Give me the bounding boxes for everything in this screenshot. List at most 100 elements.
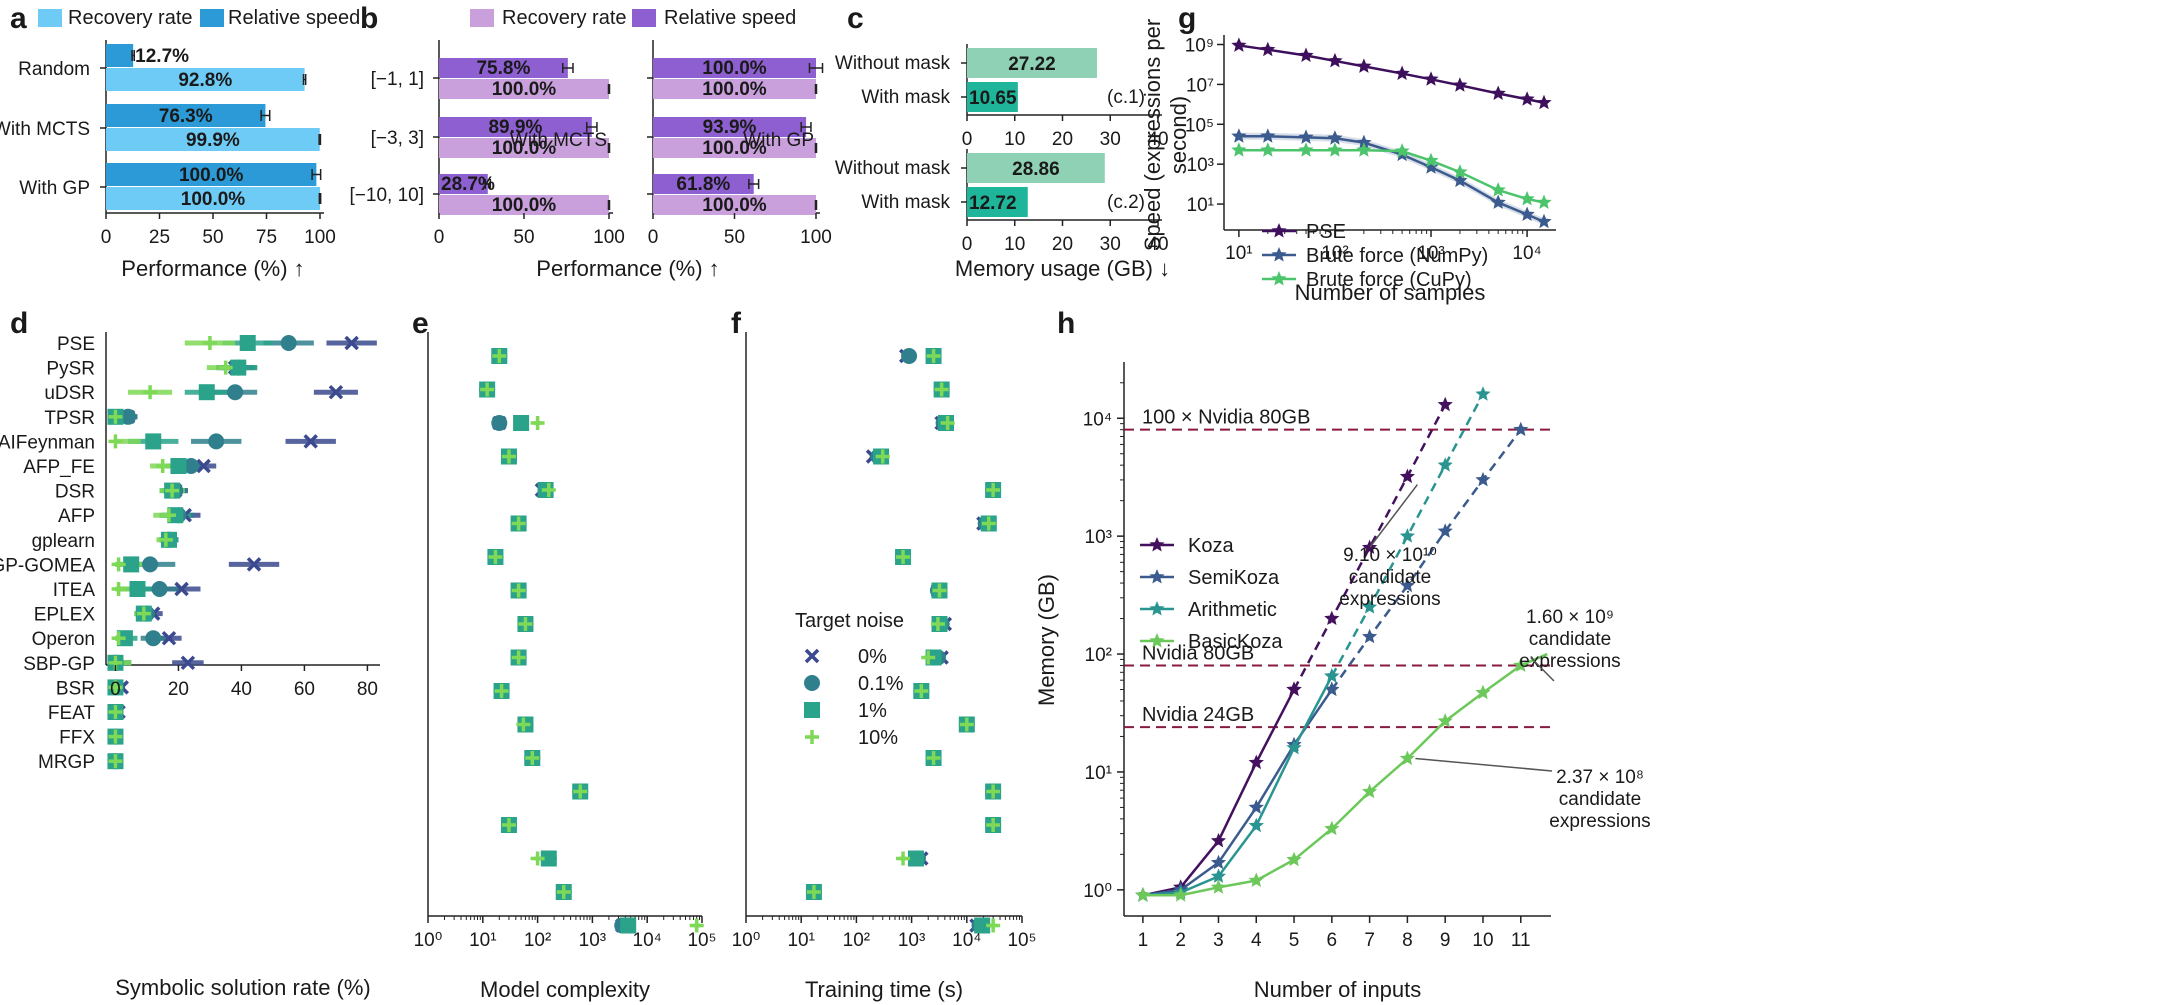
d-method-label: SBP-GP bbox=[23, 654, 95, 675]
g-point-marker bbox=[1519, 206, 1535, 221]
a-recovery-data-label: 92.8% bbox=[178, 70, 232, 91]
a-speed-data-label: 12.7% bbox=[135, 46, 189, 67]
h-xtick-label: 7 bbox=[1364, 930, 1375, 951]
d-xtick-label: 20 bbox=[168, 679, 189, 700]
c-xtick-label: 20 bbox=[1052, 234, 1073, 255]
d-point-marker-b bbox=[246, 557, 262, 572]
d-point-marker bbox=[155, 459, 170, 473]
h-point-marker bbox=[1399, 577, 1415, 593]
e-point-marker bbox=[525, 751, 540, 765]
g-point-marker bbox=[1423, 71, 1439, 86]
d-point-marker bbox=[145, 630, 162, 647]
f-xtick-label: 10³ bbox=[898, 930, 925, 951]
g-point-marker bbox=[1356, 134, 1372, 150]
b-bar-speed bbox=[653, 174, 754, 194]
d-point-marker bbox=[198, 384, 215, 401]
a-recovery-data-label: 100.0% bbox=[181, 189, 246, 210]
g-point-marker bbox=[1231, 128, 1247, 143]
g-legend-marker bbox=[1271, 271, 1287, 286]
h-point-marker bbox=[1324, 820, 1340, 836]
g-point-marker bbox=[1490, 194, 1506, 209]
d-point-marker bbox=[165, 483, 180, 498]
f-xtick-label: 10⁰ bbox=[732, 930, 761, 951]
f-xtick-label: 10² bbox=[843, 930, 870, 951]
d-point-marker bbox=[151, 581, 168, 597]
d-xtick-label: 40 bbox=[231, 679, 252, 700]
e-legend-marker bbox=[805, 730, 819, 744]
a-speed-data-label: 100.0% bbox=[179, 165, 244, 186]
b-speed-data-label: 28.7% bbox=[441, 174, 495, 195]
c-category-label: Without mask bbox=[835, 158, 951, 179]
g-xtick-label: 10⁴ bbox=[1512, 243, 1541, 264]
a-xtick-label: 25 bbox=[149, 227, 170, 248]
h-ytick-label: 10³ bbox=[1085, 527, 1112, 548]
b-bar-speed bbox=[439, 117, 592, 137]
d-point-marker-b bbox=[180, 655, 196, 671]
g-point-marker bbox=[1327, 130, 1343, 145]
b-recovery-data-label: 100.0% bbox=[702, 195, 767, 216]
b-speed-data-label: 75.8% bbox=[476, 58, 530, 79]
e-point-marker bbox=[530, 416, 545, 430]
g-point-marker bbox=[1519, 191, 1535, 206]
f-xtick-label: 10¹ bbox=[787, 930, 814, 951]
f-point-marker bbox=[932, 583, 947, 598]
d-point-marker bbox=[108, 729, 123, 744]
d-point-marker-b bbox=[328, 384, 344, 400]
a-speed-data-label: 76.3% bbox=[159, 106, 213, 127]
f-point-marker bbox=[901, 348, 918, 364]
b-bar-recovery bbox=[653, 79, 816, 99]
panel-e-label: e bbox=[412, 307, 429, 340]
h-point-marker bbox=[1399, 468, 1415, 484]
g-point-marker bbox=[1490, 182, 1506, 197]
g-point-marker bbox=[1394, 65, 1410, 80]
h-point-marker bbox=[1248, 817, 1264, 833]
b-xtick-label: 50 bbox=[724, 227, 745, 248]
h-point-marker bbox=[1399, 528, 1415, 543]
g-point-marker bbox=[1356, 58, 1372, 73]
c-data-label: 27.22 bbox=[1008, 54, 1056, 75]
h-point-marker bbox=[1513, 657, 1529, 672]
f-point-marker bbox=[930, 617, 945, 631]
h-point-marker bbox=[1475, 684, 1491, 700]
c-xtick-label: 30 bbox=[1100, 234, 1121, 255]
c-xtick-label: 20 bbox=[1052, 129, 1073, 150]
f-point-marker bbox=[940, 416, 955, 430]
b-xtick-label: 50 bbox=[513, 227, 534, 248]
e-point-marker bbox=[488, 550, 503, 564]
f-point-marker bbox=[921, 650, 936, 665]
e-point-marker bbox=[491, 415, 508, 431]
e-point-marker bbox=[492, 349, 507, 363]
h-point-marker bbox=[1399, 750, 1415, 765]
e-legend-title: Target noise bbox=[795, 610, 904, 632]
d-method-label: FFX bbox=[59, 728, 95, 749]
d-method-label: EPLEX bbox=[34, 605, 96, 626]
a-recovery-data-label: 99.9% bbox=[186, 130, 240, 151]
d-point-marker bbox=[218, 360, 233, 375]
d-point-marker bbox=[196, 458, 211, 474]
d-point-marker bbox=[344, 335, 359, 351]
panel-d-label: d bbox=[10, 307, 28, 340]
h-annotation-koza: expressions bbox=[1339, 589, 1440, 610]
g-ytick-label: 10⁹ bbox=[1185, 36, 1214, 57]
b-subplot-annotation: With MCTS bbox=[510, 130, 607, 151]
d-method-label: TPSR bbox=[44, 408, 95, 429]
h-line-dashed-0 bbox=[1292, 404, 1447, 691]
h-annotation-semikoza: candidate bbox=[1529, 629, 1611, 650]
g-legend-marker bbox=[1271, 223, 1287, 238]
h-xtick-label: 10 bbox=[1472, 930, 1493, 951]
b-bar-recovery bbox=[653, 195, 816, 215]
a-bar-speed bbox=[106, 44, 134, 67]
e-legend-marker bbox=[804, 702, 820, 718]
h-legend-label: Koza bbox=[1188, 535, 1234, 557]
h-annotation-basickoza: 2.37 × 10⁸ bbox=[1556, 767, 1644, 788]
d-point-marker bbox=[174, 581, 189, 597]
d-method-label: PySR bbox=[46, 359, 95, 380]
a-legend-recovery-swatch bbox=[38, 9, 62, 27]
g-point-marker bbox=[1394, 143, 1410, 158]
d-method-label: DSR bbox=[55, 482, 95, 503]
e-xtick-label: 10⁵ bbox=[687, 930, 716, 951]
panel-h-label: h bbox=[1057, 307, 1075, 340]
h-ytick-label: 10⁴ bbox=[1083, 409, 1112, 430]
c-bar-without-mask bbox=[967, 153, 1105, 183]
d-point-marker bbox=[230, 359, 247, 376]
